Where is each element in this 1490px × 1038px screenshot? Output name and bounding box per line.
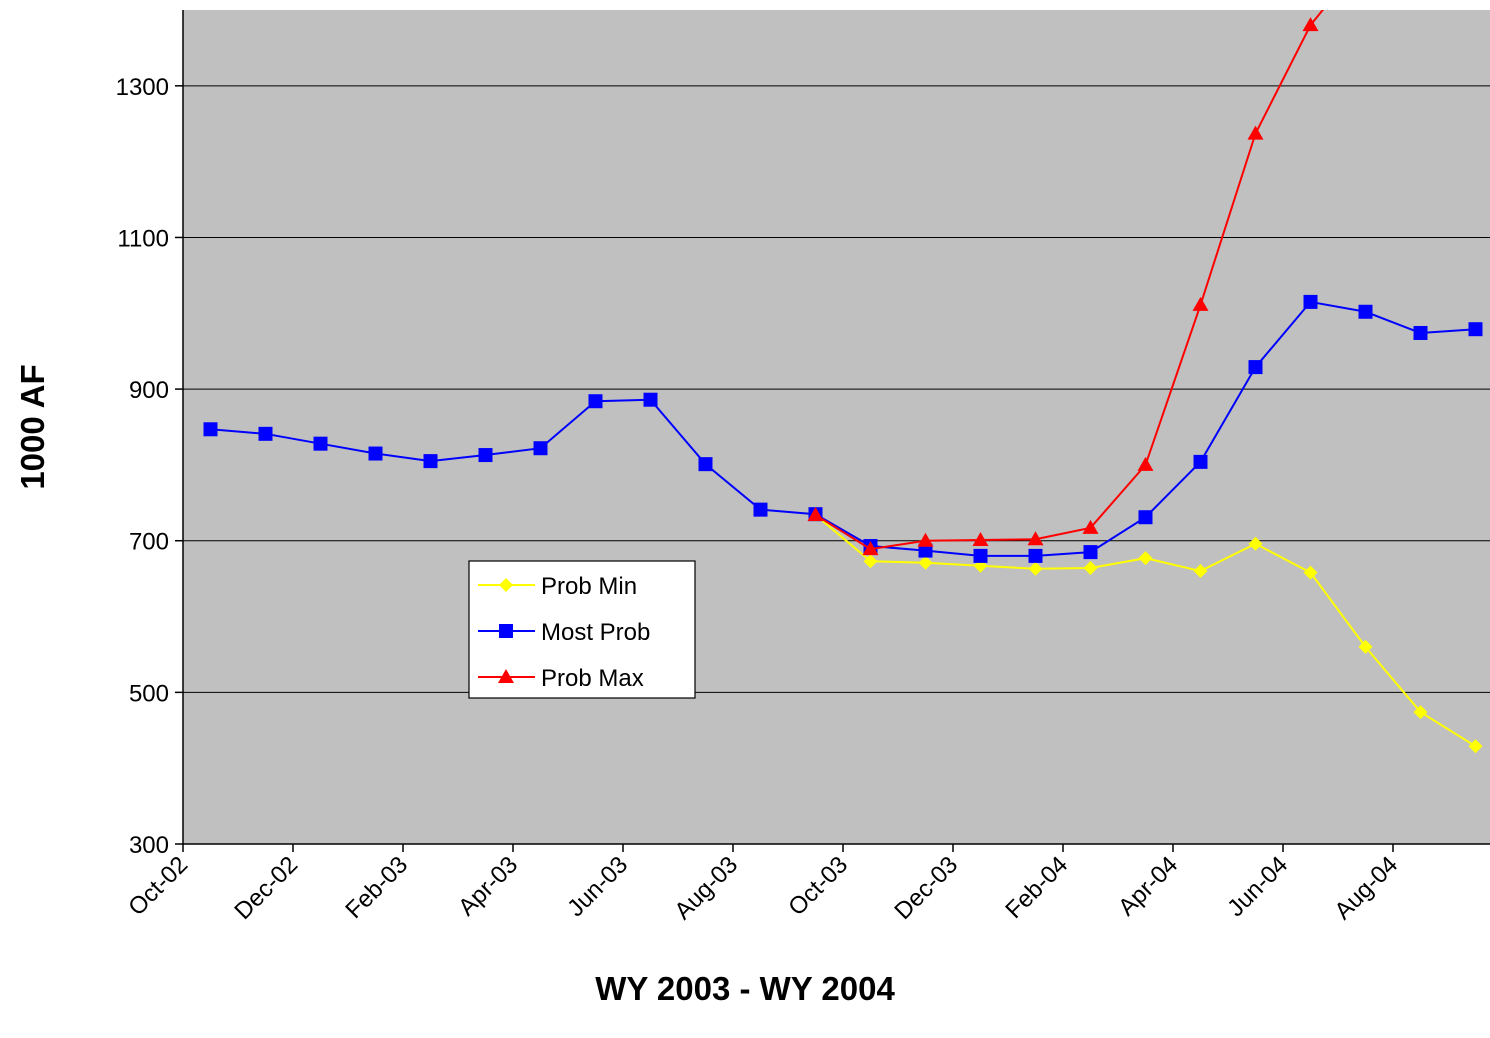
legend-label: Prob Max (541, 665, 644, 692)
marker (643, 392, 658, 407)
y-tick-label: 700 (129, 529, 169, 556)
marker (1248, 360, 1263, 375)
y-tick-label: 1100 (117, 225, 169, 252)
marker (1302, 17, 1319, 32)
marker (1193, 564, 1208, 579)
legend-label: Prob Min (541, 573, 637, 600)
y-tick-label: 1300 (116, 74, 169, 101)
marker (258, 426, 273, 441)
marker (1468, 739, 1483, 754)
marker (499, 624, 513, 638)
x-axis-title: WY 2003 - WY 2004 (595, 970, 895, 1007)
x-tick-label: Oct-03 (783, 851, 853, 921)
marker (1358, 639, 1373, 654)
marker (1248, 536, 1263, 551)
legend: Prob Min Most Prob Prob Max (468, 560, 696, 699)
marker (1247, 125, 1264, 140)
marker (1358, 304, 1373, 319)
x-tick-label: Feb-04 (1000, 851, 1073, 924)
marker (972, 531, 989, 546)
plot-area (183, 10, 1490, 844)
marker (918, 555, 933, 570)
marker (1468, 322, 1483, 337)
x-tick-label: Jun-04 (1222, 851, 1293, 922)
marker (863, 554, 878, 569)
marker (973, 548, 988, 563)
marker (1137, 456, 1154, 471)
marker (1303, 294, 1318, 309)
marker (533, 441, 548, 456)
x-tick-label: Jun-03 (562, 851, 633, 922)
marker (698, 457, 713, 472)
marker (918, 543, 933, 558)
series-layer (203, 10, 1483, 754)
y-axis-title: 1000 AF (14, 364, 51, 489)
marker (588, 394, 603, 409)
marker (203, 422, 218, 437)
marker (1028, 561, 1043, 576)
x-tick-label: Aug-03 (669, 851, 743, 925)
x-tick-label: Apr-04 (1113, 851, 1183, 921)
x-tick-label: Feb-03 (340, 851, 413, 924)
legend-label: Most Prob (541, 619, 650, 646)
marker (917, 532, 934, 547)
x-tick-label: Aug-04 (1329, 851, 1403, 925)
y-tick-label: 900 (129, 377, 169, 404)
marker (1192, 296, 1209, 311)
marker (1413, 705, 1428, 720)
marker (753, 502, 768, 517)
y-tick-label: 500 (129, 680, 169, 707)
marker (313, 436, 328, 451)
marker (478, 448, 493, 463)
x-tick-label: Dec-03 (889, 851, 963, 925)
marker (1138, 510, 1153, 525)
x-tick-label: Dec-02 (229, 851, 303, 925)
marker (862, 541, 879, 556)
marker (1413, 325, 1428, 340)
marker (1083, 561, 1098, 576)
marker (1303, 565, 1318, 580)
series-line (210, 300, 1476, 557)
marker (1027, 531, 1044, 546)
marker (499, 578, 513, 592)
marker (807, 506, 824, 521)
marker (1138, 551, 1153, 566)
marker (1082, 519, 1099, 534)
marker (1083, 545, 1098, 560)
x-tick-label: Apr-03 (453, 851, 523, 921)
marker (368, 446, 383, 461)
y-tick-label: 300 (129, 832, 169, 859)
marker (1193, 454, 1208, 469)
marker (423, 454, 438, 469)
marker (498, 669, 514, 683)
marker (1028, 548, 1043, 563)
x-tick-label: Oct-02 (123, 851, 193, 921)
